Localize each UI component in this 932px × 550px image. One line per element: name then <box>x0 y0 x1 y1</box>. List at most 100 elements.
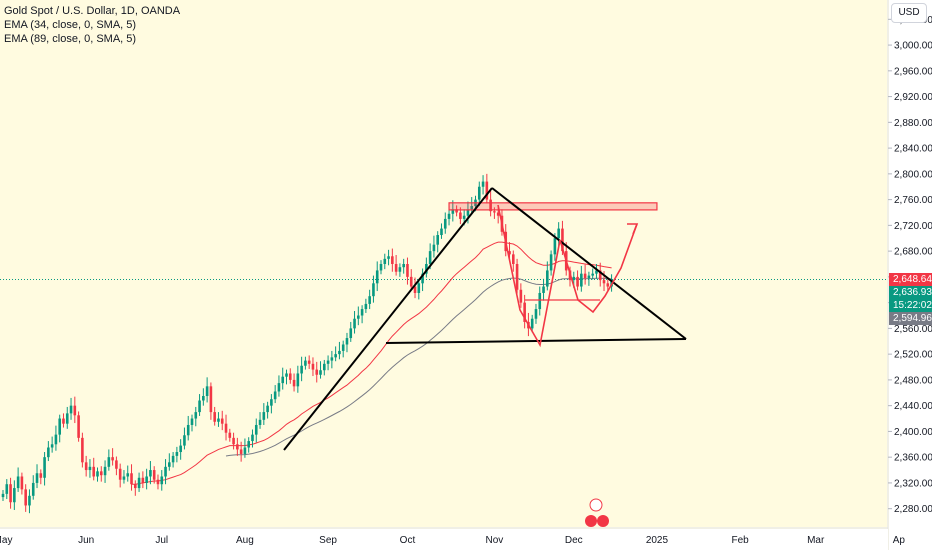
flag-event-icon-2 <box>597 515 609 527</box>
candle-body <box>217 418 220 422</box>
candle-body <box>164 466 167 477</box>
candle-body <box>228 432 232 438</box>
candle-body <box>118 468 122 480</box>
candle-body <box>553 238 557 255</box>
candle-body <box>107 457 111 467</box>
candle-body <box>145 476 148 483</box>
x-tick-label: Feb <box>731 535 749 546</box>
y-tick-label: 2,680.000 <box>894 247 932 258</box>
y-tick-label: 2,960.000 <box>894 66 932 77</box>
candle-body <box>300 365 303 374</box>
candle-body <box>31 482 35 496</box>
candle-body <box>319 370 322 375</box>
x-tick-label: Oct <box>400 535 416 546</box>
candle-body <box>84 462 88 471</box>
candle-body <box>202 396 205 401</box>
candle-body <box>9 484 12 503</box>
x-tick-label: Aug <box>236 535 254 546</box>
candle-body <box>542 286 545 293</box>
candle-body <box>156 479 160 485</box>
candle-body <box>379 264 383 271</box>
candle-body <box>549 254 553 271</box>
candle-body <box>530 318 534 329</box>
candle-body <box>168 462 171 467</box>
candle-body <box>254 424 258 435</box>
y-tick-label: 2,320.000 <box>894 478 932 489</box>
candle-body <box>489 199 492 212</box>
ema89-line <box>225 277 612 457</box>
x-tick-label: May <box>0 535 12 546</box>
candle-body <box>387 256 390 259</box>
candle-body <box>512 254 515 264</box>
candle-body <box>292 379 296 387</box>
candle-body <box>194 412 198 419</box>
candle-body <box>205 386 209 396</box>
candle-body <box>73 405 77 416</box>
candle-body <box>103 466 107 476</box>
candle-body <box>606 283 610 287</box>
candle-body <box>508 251 511 255</box>
candle-body <box>99 471 103 476</box>
candle-body <box>496 212 500 216</box>
ema34-line <box>131 241 612 485</box>
candle-body <box>334 354 337 358</box>
x-tick-label: Nov <box>486 535 504 546</box>
candle-body <box>47 447 50 458</box>
candle-body <box>447 213 451 219</box>
candle-body <box>281 376 285 384</box>
candle-body <box>16 476 20 489</box>
candle-body <box>595 270 598 274</box>
candle-body <box>353 318 356 329</box>
candle-body <box>81 437 84 463</box>
candle-body <box>477 186 481 200</box>
candle-body <box>262 412 266 420</box>
ascending-trendline <box>283 187 493 451</box>
x-tick-label: 2025 <box>646 535 669 546</box>
candle-body <box>462 215 466 219</box>
candle-body <box>20 476 24 490</box>
candle-body <box>137 477 141 489</box>
candle-body <box>54 434 58 445</box>
candle-body <box>220 418 224 424</box>
candle-body <box>470 206 474 210</box>
currency-button[interactable]: USD <box>891 3 927 23</box>
price-tag-red-label: 2,648.649 <box>893 274 932 285</box>
candle-body <box>288 373 292 380</box>
candle-body <box>13 488 16 503</box>
y-tick-label: 2,280.000 <box>894 504 932 515</box>
candle-body <box>277 383 281 392</box>
candle-body <box>65 413 69 424</box>
candle-body <box>451 209 455 214</box>
candle-body <box>383 258 387 264</box>
y-tick-label: 3,000.000 <box>894 41 932 52</box>
candle-body <box>126 473 130 477</box>
candle-body <box>183 435 186 446</box>
y-tick-label: 2,560.000 <box>894 324 932 335</box>
candle-body <box>130 473 133 485</box>
candle-body <box>5 484 9 494</box>
candle-body <box>572 276 576 281</box>
y-tick-label: 2,720.000 <box>894 221 932 232</box>
y-tick-label: 2,520.000 <box>894 350 932 361</box>
candle-body <box>368 296 371 304</box>
candle-body <box>304 360 307 366</box>
candle-body <box>175 452 179 456</box>
candle-body <box>391 256 394 264</box>
candle-body <box>92 466 96 477</box>
candle-body <box>141 477 145 483</box>
candle-body <box>587 275 591 279</box>
candle-body <box>402 264 405 268</box>
price-tag-gray: 2,594.963 <box>889 312 932 325</box>
symbol-title: Gold Spot / U.S. Dollar, 1D, OANDA <box>4 5 181 17</box>
candle-body <box>232 437 235 445</box>
y-tick-label: 2,800.000 <box>894 169 932 180</box>
candle-body <box>198 400 201 413</box>
candle-body <box>224 423 228 433</box>
candle-body <box>266 405 269 413</box>
chart-legend: Gold Spot / U.S. Dollar, 1D, OANDA EMA (… <box>4 4 180 46</box>
descending-trendline <box>491 187 687 340</box>
candle-body <box>190 418 194 425</box>
candle-body <box>443 218 447 229</box>
